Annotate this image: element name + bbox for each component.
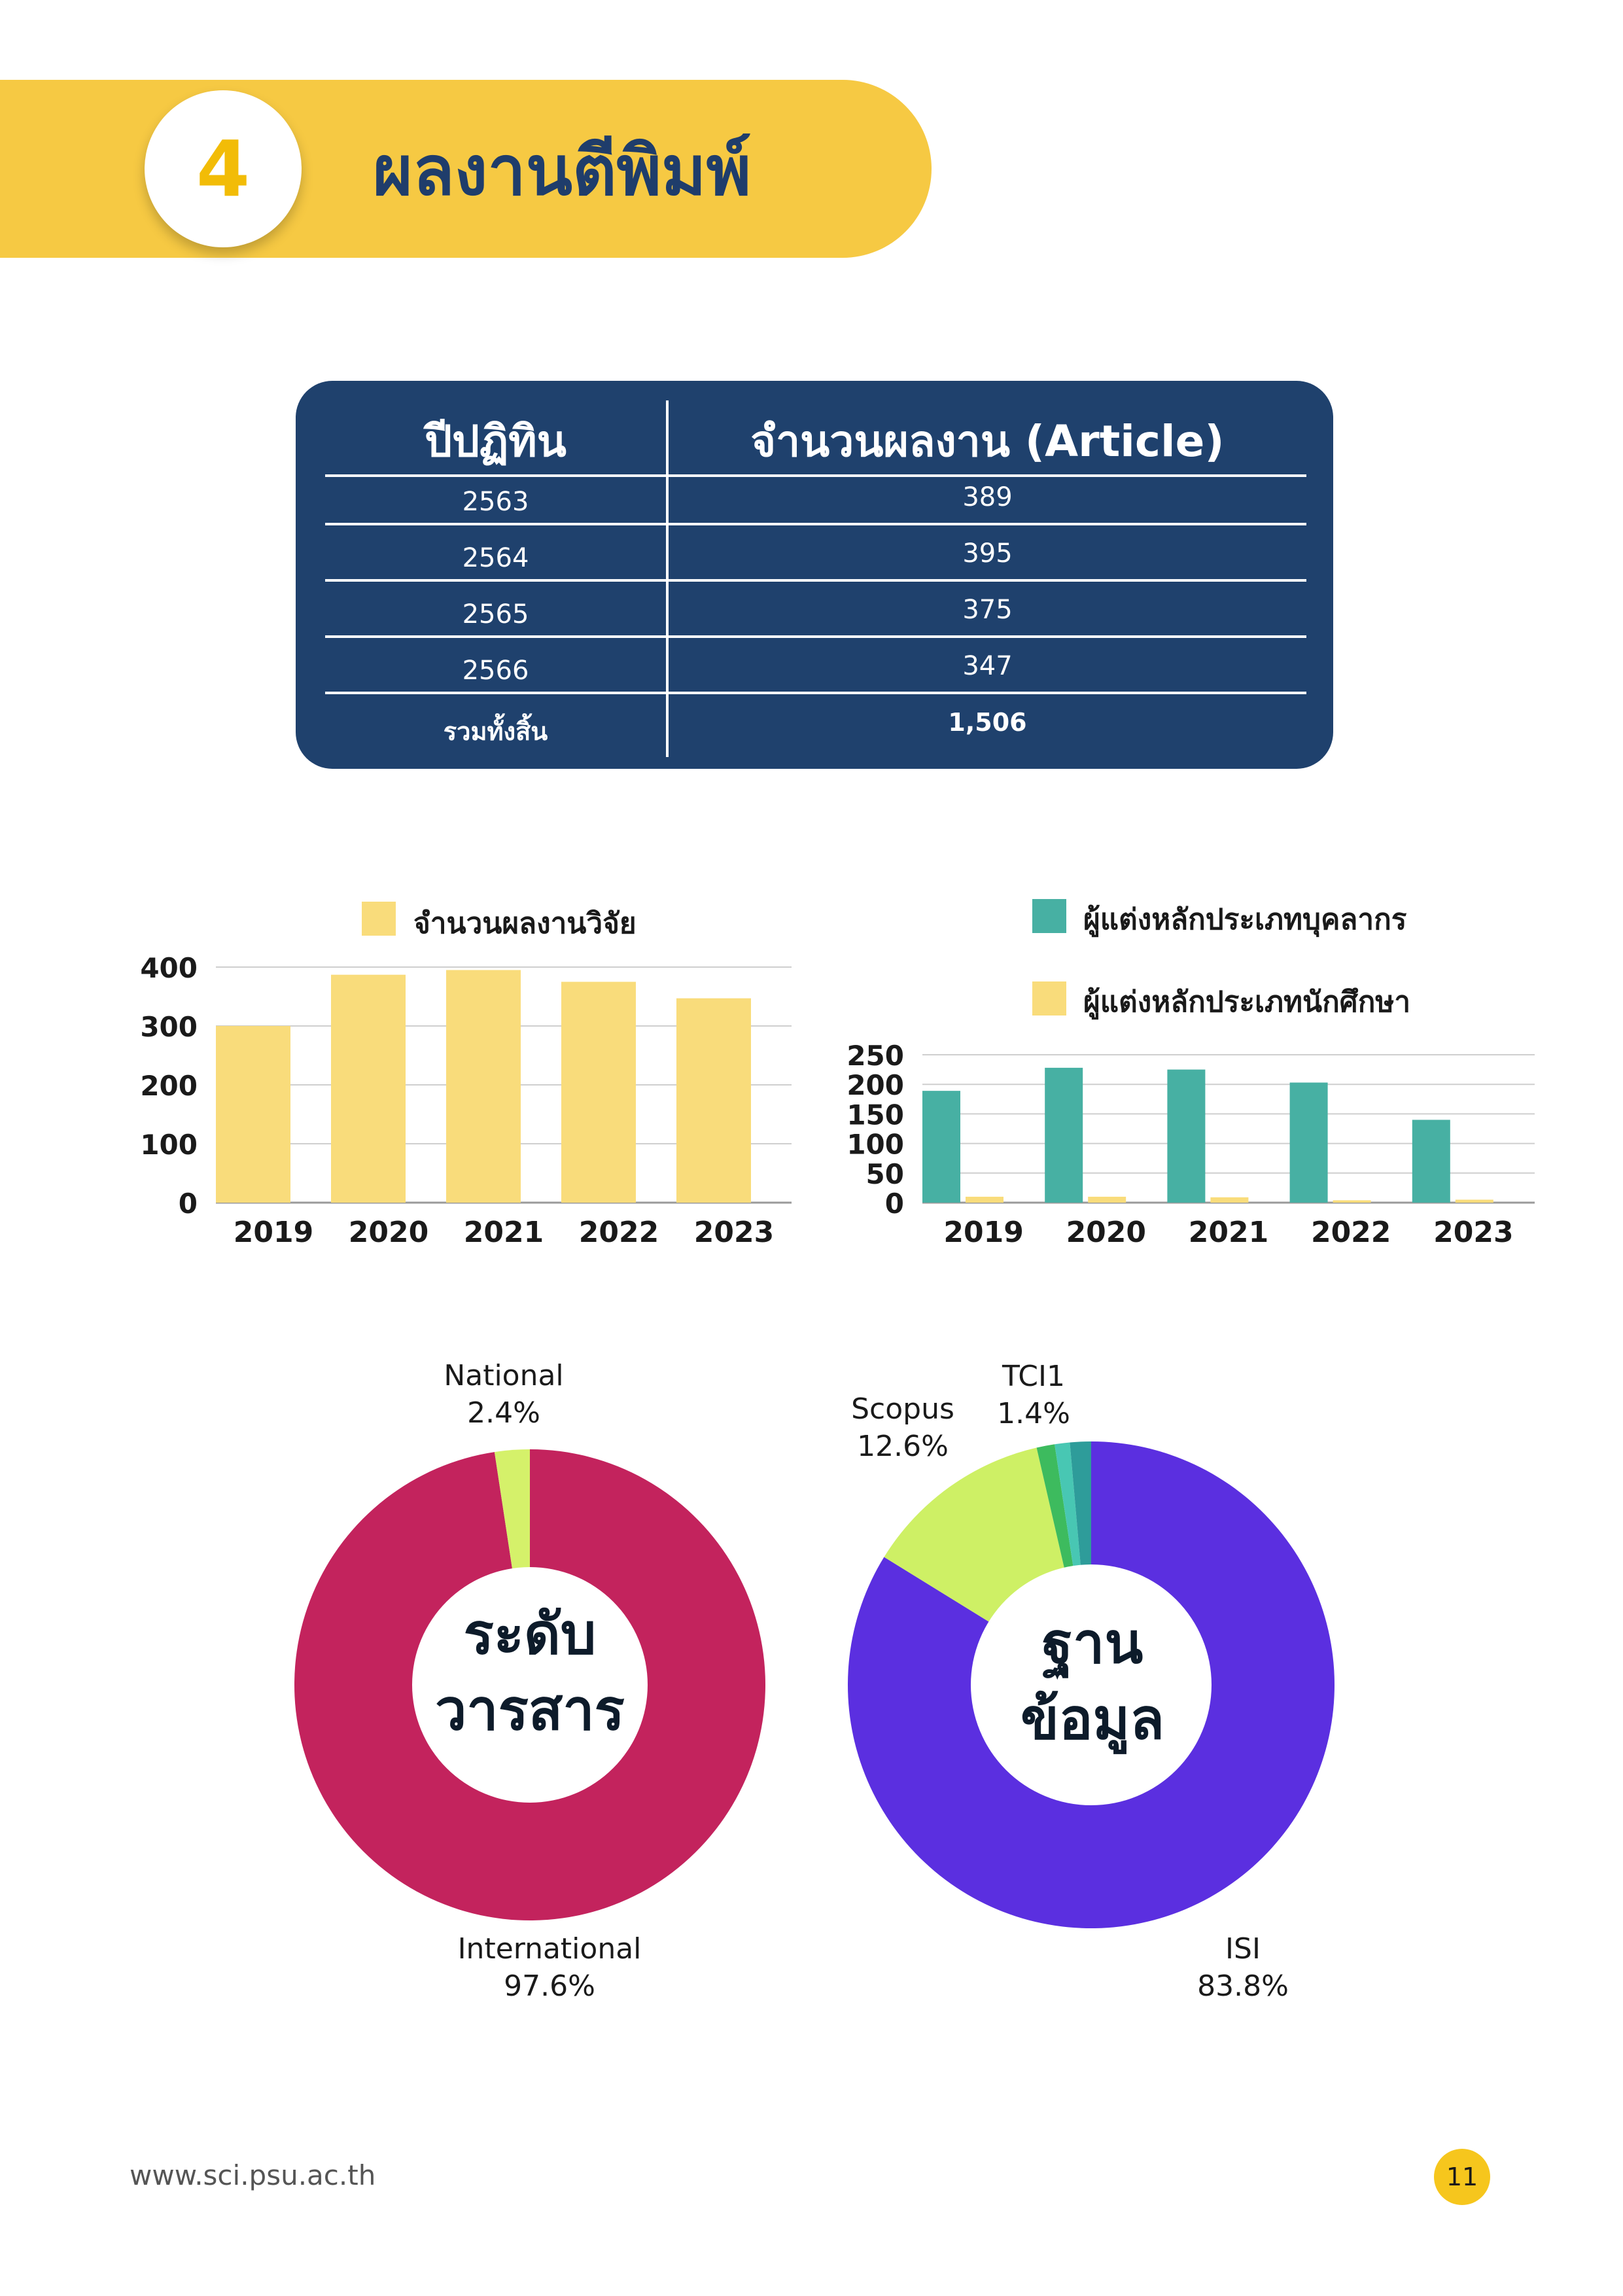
y-tick-label: 100 (846, 1129, 904, 1161)
x-tick-label: 2022 (579, 1216, 659, 1249)
pie-label-scopus: Scopus 12.6% (851, 1392, 954, 1464)
y-tick-label: 250 (846, 1040, 904, 1072)
table-header-divider (325, 474, 1306, 477)
section-number: 4 (196, 124, 251, 214)
pie-label-national: National 2.4% (444, 1359, 564, 1430)
x-tick-label: 2020 (349, 1216, 428, 1249)
bar-series-1 (1045, 1067, 1083, 1203)
bar-series-2 (1210, 1197, 1249, 1203)
table-cell-count: 347 (962, 651, 1013, 681)
y-tick-label: 150 (846, 1099, 904, 1131)
pie-label-international: International 97.6% (457, 1932, 642, 2004)
table-cell-count: 395 (962, 539, 1013, 569)
publications-table (296, 381, 1333, 769)
table-total-label: รวมทั้งสิ้น (443, 717, 548, 746)
legend-swatch-staff-authors (1032, 899, 1066, 933)
legend-swatch-student-authors (1032, 981, 1066, 1016)
pie-label-tci1: TCI1 1.4% (997, 1360, 1070, 1431)
x-tick-label: 2023 (694, 1216, 774, 1249)
bar-series-2 (1333, 1200, 1371, 1203)
y-tick-label: 200 (846, 1069, 904, 1101)
x-tick-label: 2019 (943, 1216, 1023, 1249)
table-column-divider (666, 400, 669, 757)
y-tick-label: 0 (179, 1188, 198, 1220)
legend-label-research-output: จำนวนผลงานวิจัย (413, 907, 637, 940)
table-header-count: จำนวนผลงาน (Article) (750, 416, 1225, 467)
bar-series-1 (216, 1026, 290, 1203)
bar-series-1 (676, 998, 751, 1203)
bar-series-1 (561, 981, 636, 1203)
bar-series-1 (331, 974, 406, 1203)
y-tick-label: 300 (140, 1011, 198, 1043)
legend-label-staff-authors: ผู้แต่งหลักประเภทบุคลากร (1083, 903, 1407, 936)
table-cell-year: 2566 (462, 656, 529, 686)
x-tick-label: 2021 (464, 1216, 544, 1249)
bar-series-1 (1412, 1120, 1450, 1203)
section-number-badge: 4 (145, 90, 302, 247)
y-tick-label: 100 (140, 1129, 198, 1161)
database-center-label: ฐาน ข้อมูล (1021, 1611, 1164, 1753)
y-tick-label: 200 (140, 1070, 198, 1102)
bar-series-2 (1455, 1199, 1493, 1203)
pie-label-isi: ISI 83.8% (1197, 1932, 1289, 2004)
table-total-value: 1,506 (948, 708, 1027, 737)
table-cell-year: 2565 (462, 599, 529, 629)
page-title: ผลงานตีพิมพ์ (373, 130, 752, 211)
legend-label-student-authors: ผู้แต่งหลักประเภทนักศึกษา (1083, 985, 1411, 1019)
table-cell-year: 2564 (462, 543, 529, 573)
bar-series-2 (966, 1196, 1003, 1203)
page-number-badge: 11 (1434, 2149, 1490, 2205)
donut-hole (412, 1567, 648, 1803)
y-tick-label: 0 (885, 1188, 904, 1220)
legend-swatch-research-output (362, 902, 396, 936)
x-tick-label: 2021 (1189, 1216, 1268, 1249)
x-tick-label: 2020 (1066, 1216, 1146, 1249)
x-tick-label: 2023 (1433, 1216, 1513, 1249)
journal-level-center-label: ระดับ วารสาร (435, 1602, 625, 1744)
table-row-divider (325, 523, 1306, 525)
donut-hole (971, 1564, 1212, 1805)
bar-series-1 (446, 970, 521, 1203)
y-tick-label: 50 (866, 1158, 904, 1190)
table-row-divider (325, 692, 1306, 694)
table-row-divider (325, 579, 1306, 582)
table-row-divider (325, 635, 1306, 638)
table-cell-year: 2563 (462, 487, 529, 517)
bar-series-1 (1289, 1082, 1328, 1203)
table-cell-count: 389 (962, 482, 1013, 512)
x-tick-label: 2022 (1311, 1216, 1391, 1249)
footer-website-url: www.sci.psu.ac.th (130, 2159, 376, 2191)
bar-series-1 (922, 1091, 960, 1203)
page-number: 11 (1446, 2163, 1478, 2191)
table-header-year: ปีปฏิทิน (425, 416, 567, 467)
table-cell-count: 375 (962, 595, 1013, 625)
bar-series-1 (1167, 1069, 1206, 1203)
y-tick-label: 400 (140, 952, 198, 984)
x-tick-label: 2019 (234, 1216, 313, 1249)
bar-series-2 (1088, 1196, 1126, 1203)
